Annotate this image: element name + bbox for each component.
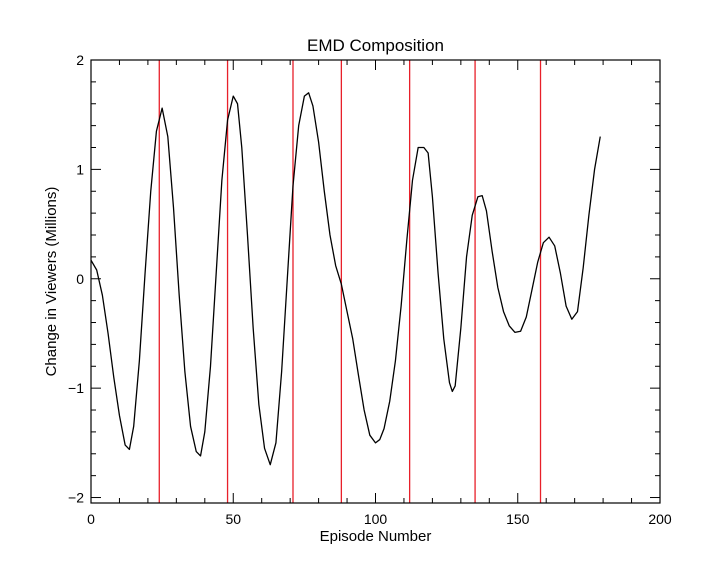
y-tick-label: 2 bbox=[76, 52, 84, 68]
x-tick-label: 100 bbox=[364, 511, 388, 527]
chart-title: EMD Composition bbox=[307, 36, 444, 55]
series-line-group bbox=[90, 92, 601, 466]
y-tick-label: 1 bbox=[76, 161, 84, 177]
y-axis-title: Change in Viewers (Millions) bbox=[43, 187, 60, 377]
y-tick-label: 0 bbox=[76, 271, 84, 287]
series-line bbox=[90, 92, 601, 466]
x-tick-label: 0 bbox=[87, 511, 95, 527]
axes: 0 50 100 150 200 −2 −1 0 1 2 bbox=[68, 52, 672, 527]
y-tick-label: −1 bbox=[68, 380, 84, 396]
x-tick-label: 50 bbox=[225, 511, 241, 527]
x-tick-label: 150 bbox=[506, 511, 530, 527]
x-tick-label: 200 bbox=[648, 511, 672, 527]
vertical-marker-lines bbox=[158, 60, 542, 503]
y-tick-label: −2 bbox=[68, 490, 84, 506]
x-axis-title: Episode Number bbox=[320, 528, 432, 545]
